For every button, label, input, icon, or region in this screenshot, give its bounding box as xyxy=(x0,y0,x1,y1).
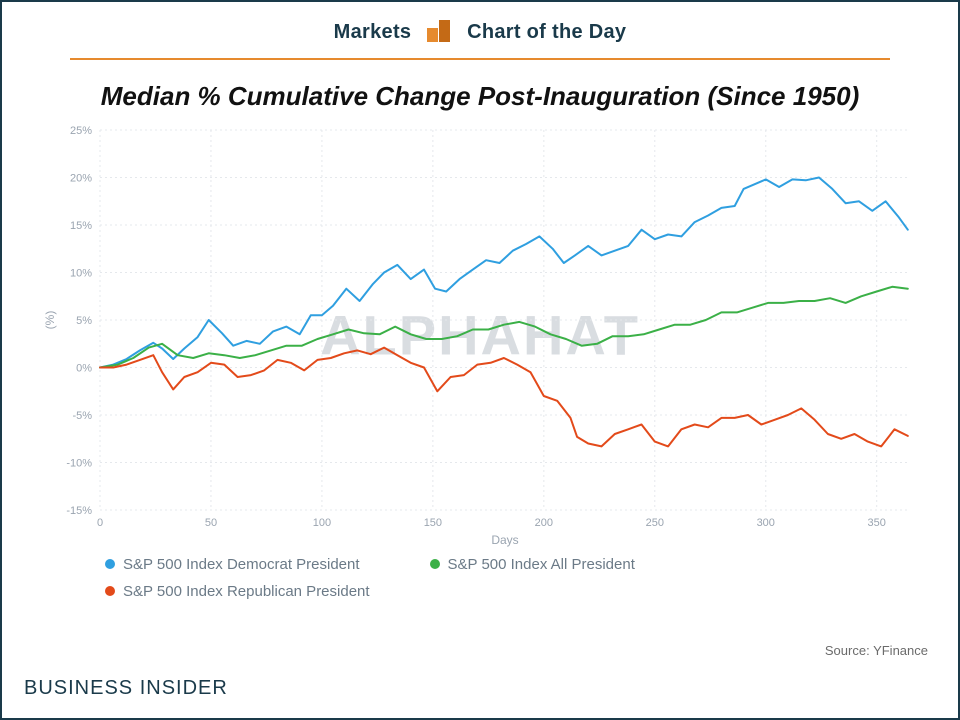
svg-text:-10%: -10% xyxy=(66,457,92,469)
header-rule xyxy=(70,58,890,60)
svg-text:15%: 15% xyxy=(70,220,92,232)
svg-text:350: 350 xyxy=(868,517,886,529)
svg-text:100: 100 xyxy=(313,517,331,529)
legend-item: S&P 500 Index All President xyxy=(430,556,635,573)
svg-text:-15%: -15% xyxy=(66,505,92,517)
header-markets: Markets xyxy=(334,21,412,43)
svg-text:200: 200 xyxy=(535,517,553,529)
svg-text:(%): (%) xyxy=(43,311,57,330)
svg-text:20%: 20% xyxy=(70,172,92,184)
brand-logo: BUSINESS INSIDER xyxy=(24,677,228,700)
legend-marker-icon xyxy=(430,559,440,569)
chart-container: ALPHAHAT -15%-10%-5%0%5%10%15%20%25%0501… xyxy=(30,120,930,550)
legend-label: S&P 500 Index Republican President xyxy=(123,583,370,600)
page: Markets Chart of the Day Median % Cumula… xyxy=(0,0,960,720)
svg-text:50: 50 xyxy=(205,517,217,529)
header: Markets Chart of the Day xyxy=(70,20,890,48)
svg-text:0: 0 xyxy=(97,517,103,529)
source-label: Source: YFinance xyxy=(825,643,928,658)
legend-label: S&P 500 Index Democrat President xyxy=(123,556,360,573)
header-cotd: Chart of the Day xyxy=(467,21,626,43)
svg-text:250: 250 xyxy=(646,517,664,529)
brand-insider: INSIDER xyxy=(133,677,228,699)
legend-item: S&P 500 Index Democrat President xyxy=(105,556,360,573)
svg-text:150: 150 xyxy=(424,517,442,529)
legend-label: S&P 500 Index All President xyxy=(448,556,635,573)
svg-text:Days: Days xyxy=(491,533,518,547)
svg-text:25%: 25% xyxy=(70,125,92,137)
line-chart: -15% -10% -5% 0% 5% 10% 15% 20% 25% 0 50 100 150 200 2… xyxy=(30,120,930,550)
svg-text:10%: 10% xyxy=(70,267,92,279)
brand-business: BUSINESS xyxy=(24,677,133,699)
svg-text:300: 300 xyxy=(757,517,775,529)
legend-marker-icon xyxy=(105,559,115,569)
svg-text:0%: 0% xyxy=(76,362,92,374)
bar-chart-icon xyxy=(427,20,451,48)
legend-marker-icon xyxy=(105,586,115,596)
legend-item: S&P 500 Index Republican President xyxy=(105,583,370,600)
svg-text:5%: 5% xyxy=(76,315,92,327)
legend: S&P 500 Index Democrat President S&P 500… xyxy=(35,556,925,600)
chart-title: Median % Cumulative Change Post-Inaugura… xyxy=(70,82,890,112)
svg-text:-5%: -5% xyxy=(72,410,92,422)
